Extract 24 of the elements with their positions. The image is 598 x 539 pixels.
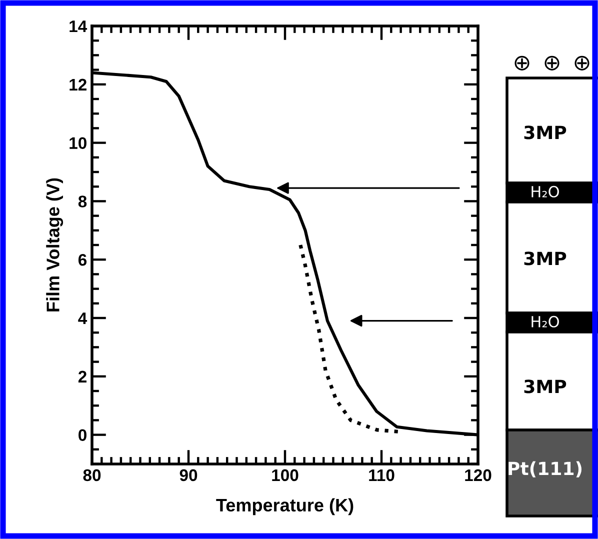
text: H₂O (532, 186, 559, 198)
x-tick-label: 90 (180, 469, 198, 482)
y-tick-label: 4 (78, 312, 88, 324)
y-tick-label: 14 (70, 20, 88, 32)
y-tick-label: 12 (70, 78, 86, 90)
x-tick-label: 120 (465, 469, 492, 482)
text: ⊕ (544, 56, 560, 70)
text: H₂O (532, 316, 559, 328)
text: ⊕ (574, 56, 590, 70)
x-tick-label: 80 (83, 469, 101, 482)
x-axis-title: Temperature (K) (216, 498, 354, 516)
x-tick-label: 110 (369, 469, 394, 482)
y-tick-label: 0 (78, 429, 86, 442)
y-tick-label: 8 (78, 196, 87, 208)
text: 3MP (524, 380, 566, 394)
y-axis-title: Film Voltage (V) (46, 178, 64, 312)
text: ⊕ (514, 56, 530, 70)
text: 3MP (524, 126, 566, 140)
text: Pt(111) (508, 461, 582, 478)
y-tick-label: 2 (78, 370, 86, 382)
y-tick-label: 6 (78, 254, 87, 266)
text: 3MP (524, 252, 566, 266)
y-tick-label: 10 (70, 137, 86, 150)
x-tick-label: 100 (272, 469, 298, 482)
